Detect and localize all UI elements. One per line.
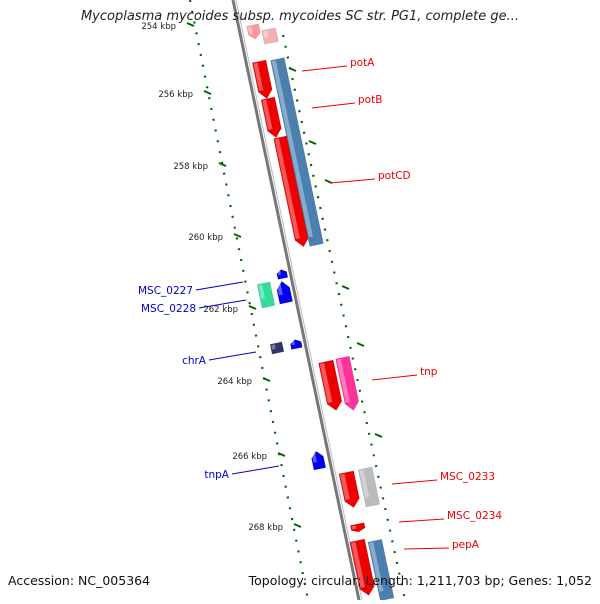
ruler-tick-label: 258 kbp bbox=[173, 162, 208, 172]
ruler-tick-label: 256 kbp bbox=[158, 90, 193, 100]
gene-arrow bbox=[335, 355, 360, 411]
ruler-tick-label: 260 kbp bbox=[188, 233, 223, 243]
label-leader-line bbox=[398, 518, 445, 523]
cds-block bbox=[269, 341, 285, 355]
label-leader-line bbox=[195, 281, 244, 291]
label-leader-line bbox=[198, 299, 247, 309]
ruler-tick bbox=[293, 523, 302, 528]
label-leader-line bbox=[231, 465, 280, 475]
track-tick bbox=[356, 342, 365, 347]
ruler-tick bbox=[218, 162, 227, 167]
genome-backbone bbox=[231, 0, 361, 601]
cds-block bbox=[270, 57, 324, 247]
ruler-tick-label: 266 kbp bbox=[232, 452, 267, 462]
track-tick bbox=[341, 285, 350, 290]
ruler-tick bbox=[233, 233, 242, 238]
gene-label: MSC_0234 bbox=[447, 510, 502, 522]
gene-arrow bbox=[349, 538, 375, 596]
label-leader-line bbox=[371, 374, 418, 381]
track-tick bbox=[288, 67, 297, 72]
label-leader-line bbox=[208, 351, 257, 361]
ruler-tick bbox=[186, 22, 195, 27]
label-leader-line bbox=[301, 65, 348, 72]
gene-arrow bbox=[251, 59, 273, 100]
gene-arrow bbox=[276, 280, 293, 305]
genome-backbone-highlight bbox=[235, 0, 363, 601]
ruler-tick-label: 262 kbp bbox=[203, 305, 238, 315]
gene-label: pepA bbox=[452, 539, 480, 551]
gene-label: potB bbox=[358, 94, 382, 106]
label-leader-line bbox=[403, 547, 450, 550]
cds-block bbox=[367, 538, 395, 602]
ruler-tick bbox=[203, 90, 212, 95]
gene-block bbox=[261, 27, 279, 45]
gene-arrow bbox=[349, 522, 366, 533]
cds-block bbox=[256, 281, 276, 309]
ruler-tick-label: 264 kbp bbox=[217, 377, 252, 387]
track-tick bbox=[308, 140, 317, 145]
ruler-tick-label: 268 kbp bbox=[248, 523, 283, 533]
gene-label: tnpA bbox=[204, 469, 229, 481]
label-leader-line bbox=[391, 479, 438, 485]
gene-label: potA bbox=[350, 57, 375, 69]
gene-arrow bbox=[311, 450, 327, 471]
ruler-tick bbox=[262, 377, 271, 382]
gene-arrow bbox=[318, 359, 343, 411]
gene-arrow bbox=[273, 135, 310, 248]
accession-text: Accession: NC_005364 bbox=[8, 573, 151, 588]
gene-label: MSC_0233 bbox=[440, 471, 495, 483]
gene-arrow bbox=[290, 339, 303, 350]
gene-label: potCD bbox=[378, 170, 411, 182]
gene-arrow bbox=[276, 269, 289, 280]
label-leader-line bbox=[311, 102, 356, 109]
gene-label: MSC_0228 bbox=[141, 303, 196, 315]
gene-arrow bbox=[246, 23, 261, 40]
ruler-tick bbox=[248, 305, 257, 310]
gene-label: chrA bbox=[182, 355, 207, 367]
gene-arrow bbox=[338, 470, 360, 509]
label-leader-line bbox=[329, 178, 376, 184]
map-title: Mycoplasma mycoides subsp. mycoides SC s… bbox=[80, 9, 520, 24]
gene-label: MSC_0227 bbox=[138, 285, 193, 297]
gene-arrow bbox=[260, 96, 282, 139]
genome-summary-text: Topology: circular; Length: 1,211,703 bp… bbox=[248, 573, 592, 588]
ruler-tick-label: 254 kbp bbox=[141, 22, 176, 32]
ruler-tick bbox=[277, 452, 286, 457]
gene-label: tnp bbox=[420, 366, 438, 378]
track-tick bbox=[374, 433, 383, 438]
cds-block bbox=[357, 466, 381, 508]
